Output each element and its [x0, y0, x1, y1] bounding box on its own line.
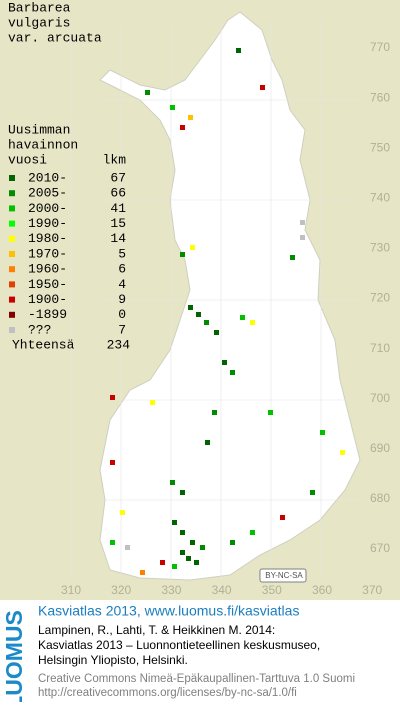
license-line: Creative Commons Nimeä-Epäkaupallinen-Ta… — [38, 673, 355, 685]
legend-label: 2005- — [28, 186, 67, 201]
legend-swatch — [9, 175, 15, 181]
citation-line: Helsingin Yliopisto, Helsinki. — [38, 653, 188, 667]
legend-count: 4 — [118, 277, 126, 292]
logo: LUOMUS — [1, 610, 27, 702]
x-label: 310 — [61, 583, 81, 597]
legend-count: 0 — [118, 307, 126, 322]
license-badge: BY-NC-SA — [265, 571, 303, 580]
legend-swatch — [9, 190, 15, 197]
legend-swatch — [9, 311, 15, 318]
count-header: lkm — [103, 152, 127, 167]
title-line: var. arcuata — [8, 30, 102, 45]
y-label: 680 — [370, 491, 390, 505]
y-label: 730 — [370, 241, 390, 255]
x-label: 360 — [312, 583, 332, 597]
occurrence-squares — [110, 48, 345, 575]
legend-count: 5 — [118, 246, 126, 261]
y-label: 770 — [370, 40, 390, 54]
legend-label: 2000- — [28, 201, 67, 216]
legend-label: 1970- — [28, 246, 67, 261]
x-label: 370 — [362, 583, 382, 597]
y-label: 760 — [370, 90, 390, 104]
legend-header: Uusimman — [8, 122, 70, 137]
legend-header: vuosi — [8, 152, 47, 167]
title-line: vulgaris — [8, 15, 70, 30]
x-label: 320 — [111, 583, 131, 597]
total-label: Yhteensä — [12, 338, 75, 353]
legend-swatch — [9, 266, 15, 273]
legend-label: ??? — [28, 322, 51, 337]
legend-label: 2010- — [28, 170, 67, 185]
license-badge-box — [259, 568, 307, 583]
y-label: 700 — [370, 391, 390, 405]
x-label: 330 — [161, 583, 181, 597]
legend-count: 67 — [110, 170, 126, 185]
y-label: 670 — [370, 541, 390, 555]
legend-swatch — [9, 235, 15, 242]
citation-line: Kasviatlas 2013 – Luonnontieteellinen ke… — [38, 638, 320, 652]
citation: Lampinen, R., Lahti, T. & Heikkinen M. 2… — [38, 623, 320, 667]
legend-label: -1899 — [28, 307, 67, 322]
legend-swatch — [9, 251, 15, 257]
legend-swatch — [9, 327, 15, 333]
citation-line: Lampinen, R., Lahti, T. & Heikkinen M. 2… — [38, 623, 275, 637]
legend-swatch — [9, 281, 15, 288]
legend-count: 66 — [110, 186, 126, 201]
y-label: 740 — [370, 190, 390, 204]
legend-label: 1990- — [28, 216, 67, 231]
legend-swatch — [9, 220, 15, 227]
legend-label: 1900- — [28, 292, 67, 307]
y-label: 750 — [370, 140, 390, 154]
legend-count: 41 — [110, 201, 126, 216]
license: Creative Commons Nimeä-Epäkaupallinen-Ta… — [38, 673, 355, 699]
legend-header: havainnon — [8, 137, 78, 152]
x-label: 340 — [212, 583, 232, 597]
legend-count: 14 — [110, 231, 126, 246]
license-line: http://creativecommons.org/licenses/by-n… — [38, 687, 297, 699]
x-label: 350 — [262, 583, 282, 597]
legend-label: 1980- — [28, 231, 67, 246]
y-label: 690 — [370, 441, 390, 455]
legend-label: 1960- — [28, 262, 67, 277]
legend-count: 7 — [118, 322, 126, 337]
legend-count: 6 — [118, 262, 126, 277]
y-label: 710 — [370, 341, 390, 355]
grid — [70, 20, 360, 580]
footer-background — [0, 600, 400, 702]
y-label: 720 — [370, 291, 390, 305]
link: Kasviatlas 2013, www.luomus.fi/kasviatla… — [38, 603, 299, 619]
legend-label: 1950- — [28, 277, 67, 292]
legend-swatch — [9, 296, 15, 303]
total: 234 — [107, 338, 131, 353]
legend-count: 15 — [110, 216, 126, 231]
title-line: Barbarea — [8, 0, 71, 15]
legend-count: 9 — [118, 292, 126, 307]
legend-swatch — [9, 205, 15, 212]
